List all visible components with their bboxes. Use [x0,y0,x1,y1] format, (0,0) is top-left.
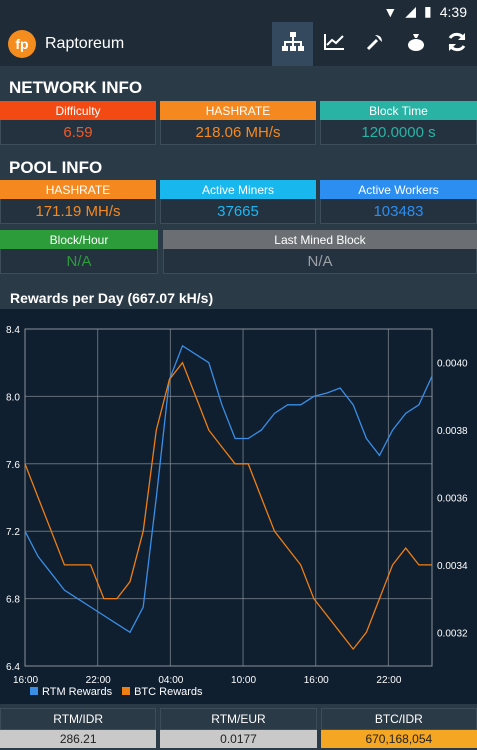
network-hashrate-value: 218.06 MH/s [160,120,316,145]
price-rtm-idr-label: RTM/IDR [0,708,157,730]
legend-btc: BTC Rewards [122,686,203,698]
chart-icon [323,33,345,56]
left-tick-label: 7.6 [6,460,20,471]
app-title: Raptoreum [45,35,125,52]
x-tick-label: 16:00 [13,675,38,686]
signal-icon: ◢ [405,3,417,19]
price-rtm-idr-value: 286.21 [0,730,157,748]
rewards-chart: 6.4 6.8 7.2 7.6 8.0 8.4 0.0032 0.0034 0.0036 0.00… [0,309,477,704]
clock: 4:39 [439,3,467,20]
difficulty-card: Difficulty 6.59 [0,101,156,145]
pool-hashrate-label: HASHRATE [0,180,156,199]
pool-info-title: POOL INFO [9,158,103,177]
block-hour-card: Block/Hour N/A [0,230,158,274]
left-tick-label: 6.4 [6,662,20,673]
tab-network[interactable] [272,22,313,66]
block-hour-label: Block/Hour [0,230,158,249]
price-btc-idr-label: BTC/IDR [320,708,477,730]
left-tick-label: 7.2 [6,527,20,538]
network-hashrate-card: HASHRATE 218.06 MH/s [160,101,316,145]
series-line-btc [24,361,432,651]
series-line-rtm [24,344,433,634]
price-btc-idr-value: 670,168,054 [320,730,477,748]
app-bar: fp Raptoreum [0,22,477,66]
block-hour-value: N/A [0,249,158,274]
app-logo: fp [8,30,36,58]
difficulty-value: 6.59 [0,120,156,145]
chart-legend: RTM Rewards BTC Rewards [30,686,203,698]
blocktime-card: Block Time 120.0000 s [320,101,477,145]
status-bar: ▼ ◢ ▮ 4:39 [0,0,477,22]
right-tick-label: 0.0036 [437,494,468,505]
refresh-icon [446,31,468,58]
sitemap-icon [281,31,305,57]
blocktime-label: Block Time [320,101,477,120]
active-workers-label: Active Workers [320,180,477,199]
tab-chart[interactable] [313,22,354,66]
price-rtm-idr: RTM/IDR 286.21 [0,708,157,750]
price-rtm-eur-label: RTM/EUR [160,708,317,730]
active-miners-value: 37665 [160,199,316,224]
tab-bar [272,22,477,66]
x-tick-label: 16:00 [304,675,329,686]
x-tick-label: 10:00 [231,675,256,686]
price-rtm-eur-value: 0.0177 [160,730,317,748]
active-workers-card: Active Workers 103483 [320,180,477,224]
right-tick-label: 0.0032 [437,628,468,639]
blocktime-value: 120.0000 s [320,120,477,145]
price-btc-idr: BTC/IDR 670,168,054 [320,708,477,750]
active-workers-value: 103483 [320,199,477,224]
x-tick-label: 04:00 [158,675,183,686]
last-mined-label: Last Mined Block [163,230,477,249]
wifi-icon: ▼ [383,3,398,20]
right-tick-label: 0.0040 [437,359,468,370]
rewards-chart-svg: 6.4 6.8 7.2 7.6 8.0 8.4 0.0032 0.0034 0.0036 0.00… [6,325,468,686]
tab-refresh[interactable] [436,22,477,66]
price-row: RTM/IDR 286.21 RTM/EUR 0.0177 BTC/IDR 67… [0,708,477,750]
last-mined-value: N/A [163,249,477,274]
last-mined-card: Last Mined Block N/A [163,230,477,274]
price-rtm-eur: RTM/EUR 0.0177 [160,708,317,750]
network-info-title: NETWORK INFO [9,78,143,97]
right-tick-label: 0.0038 [437,426,468,437]
tab-tools[interactable] [354,22,395,66]
left-tick-label: 6.8 [6,595,20,606]
network-hashrate-label: HASHRATE [160,101,316,120]
battery-icon: ▮ [424,3,432,19]
moneybag-icon [406,32,426,57]
x-tick-label: 22:00 [376,675,401,686]
plot-border [24,328,433,667]
left-tick-label: 8.0 [6,392,20,403]
difficulty-label: Difficulty [0,101,156,120]
active-miners-card: Active Miners 37665 [160,180,316,224]
pool-hashrate-card: HASHRATE 171.19 MH/s [0,180,156,224]
chart-title: Rewards per Day (667.07 kH/s) [10,290,214,306]
x-tick-label: 22:00 [86,675,111,686]
tab-money[interactable] [395,22,436,66]
pool-hashrate-value: 171.19 MH/s [0,199,156,224]
pickaxe-icon [365,32,385,57]
active-miners-label: Active Miners [160,180,316,199]
legend-rtm: RTM Rewards [30,686,112,698]
right-tick-label: 0.0034 [437,561,468,572]
left-tick-label: 8.4 [6,325,20,336]
